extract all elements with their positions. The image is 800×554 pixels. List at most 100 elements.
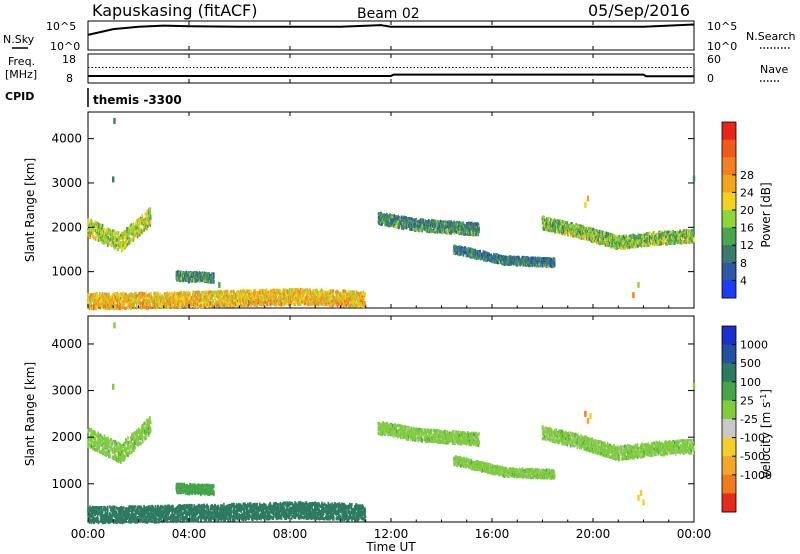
- echo-cell: [447, 224, 449, 228]
- echo-cell: [124, 299, 127, 303]
- echo-cell: [615, 243, 618, 247]
- echo-cell: [140, 305, 142, 309]
- echo-cell: [98, 228, 101, 232]
- echo-cell: [467, 225, 469, 229]
- echo-cell: [132, 297, 134, 301]
- echo-cell: [472, 233, 474, 237]
- echo-cell: [588, 231, 591, 235]
- echo-cell: [588, 226, 590, 230]
- echo-cell: [683, 229, 686, 233]
- echo-cell: [145, 215, 147, 219]
- echo-cell: [140, 218, 143, 222]
- echo-cell: [682, 240, 685, 244]
- echo-cell: [616, 234, 618, 238]
- echo-cell: [113, 243, 116, 247]
- echo-cell: [108, 306, 110, 311]
- echo-cell: [627, 238, 629, 242]
- echo-cell: [433, 221, 436, 225]
- echo-cell: [570, 228, 573, 232]
- echo-cell: [582, 224, 585, 228]
- echo-cell: [394, 217, 396, 221]
- echo-cell: [438, 221, 440, 225]
- echo-cell: [421, 225, 423, 229]
- echo-cell: [552, 229, 555, 233]
- echo-cell: [164, 303, 167, 307]
- echo-cell: [392, 221, 394, 225]
- echo-cell: [109, 228, 112, 233]
- echo-cell: [118, 298, 120, 302]
- echo-cell: [645, 244, 648, 248]
- echo-cell: [469, 252, 471, 256]
- echo-cell: [128, 304, 130, 308]
- echo-cell: [550, 223, 552, 227]
- echo-cell: [614, 242, 617, 246]
- echo-cell: [595, 240, 597, 244]
- echo-cell: [140, 221, 142, 225]
- echo-cell: [409, 216, 411, 221]
- echo-cell: [506, 260, 509, 264]
- echo-cell: [659, 237, 662, 241]
- echo-cell: [461, 246, 463, 250]
- echo-cell: [139, 298, 141, 302]
- echo-cell: [111, 292, 114, 297]
- echo-cell: [126, 304, 129, 309]
- echo-cell: [665, 238, 668, 242]
- echo-cell: [104, 295, 107, 299]
- echo-cell: [130, 223, 133, 227]
- echo-cell: [117, 234, 120, 238]
- echo-cell: [635, 235, 637, 239]
- echo-cell: [477, 233, 479, 237]
- echo-cell: [471, 221, 473, 225]
- echo-cell: [458, 230, 461, 234]
- echo-cell: [552, 262, 554, 266]
- echo-cell: [135, 291, 137, 295]
- echo-cell: [113, 246, 116, 250]
- echo-cell: [120, 242, 123, 246]
- echo-cell: [144, 302, 146, 306]
- echo-cell: [110, 302, 112, 306]
- echo-cell: [561, 230, 563, 234]
- echo-cell: [604, 236, 607, 240]
- echo-cell: [462, 250, 464, 254]
- echo-cell: [109, 238, 111, 242]
- echo-cell: [137, 232, 140, 236]
- echo-cell: [395, 219, 398, 223]
- echo-cell: [670, 230, 672, 234]
- echo-cell: [653, 232, 656, 236]
- echo-cell: [503, 260, 506, 264]
- echo-cell: [678, 231, 681, 235]
- echo-cell: [503, 255, 505, 259]
- echo-cell: [434, 230, 436, 234]
- echo-cell: [647, 240, 650, 244]
- echo-cell: [531, 264, 534, 268]
- echo-cell: [132, 293, 134, 297]
- echo-cell: [113, 292, 115, 296]
- echo-cell: [607, 232, 610, 236]
- echo-cell: [427, 224, 430, 228]
- echo-cell: [138, 224, 141, 228]
- echo-cell: [122, 243, 125, 247]
- echo-cell: [625, 245, 627, 249]
- echo-cell: [391, 218, 393, 222]
- echo-cell: [510, 256, 512, 260]
- freq-label: Freq.: [8, 55, 35, 68]
- echo-cell: [479, 249, 481, 253]
- echo-cell: [141, 295, 144, 299]
- echo-cell: [653, 240, 656, 244]
- echo-cell: [392, 218, 395, 222]
- echo-cell: [681, 232, 684, 236]
- echo-cell: [117, 296, 120, 300]
- echo-cell: [112, 232, 115, 237]
- echo-cell: [136, 234, 138, 238]
- echo-cell: [403, 219, 405, 223]
- echo-cell: [92, 234, 95, 238]
- echo-cell: [671, 241, 674, 245]
- echo-cell: [512, 258, 514, 262]
- echo-cell: [141, 230, 144, 234]
- echo-cell: [157, 305, 160, 309]
- echo-cell: [490, 254, 493, 258]
- echo-cell: [134, 233, 137, 238]
- echo-cell: [630, 235, 632, 239]
- echo-cell: [99, 293, 102, 297]
- echo-cell: [608, 243, 611, 247]
